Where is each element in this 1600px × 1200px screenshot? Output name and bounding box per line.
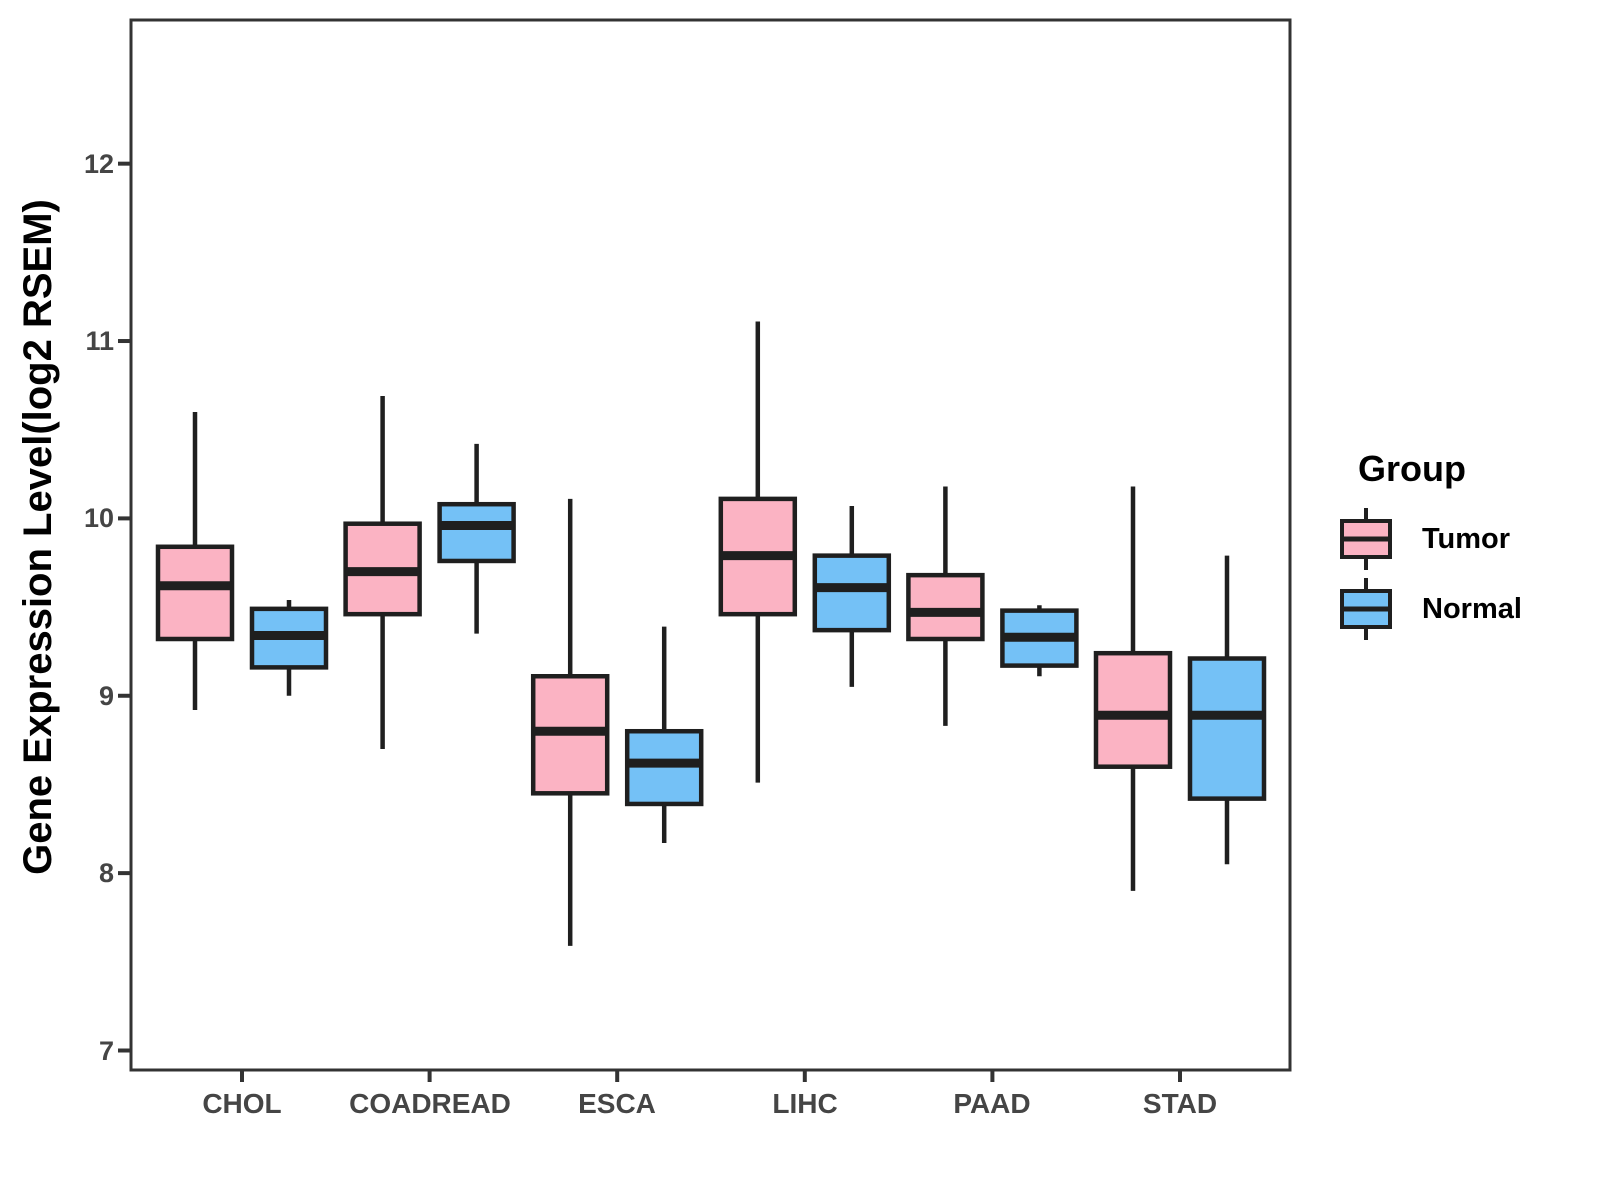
x-tick-label-coadread: COADREAD <box>349 1088 511 1119</box>
tumor-box-stad <box>1093 650 1173 769</box>
x-tick-label-paad: PAAD <box>953 1088 1031 1119</box>
y-tick-label: 9 <box>98 681 114 711</box>
legend-title: Group <box>1358 448 1466 489</box>
legend-item-tumor: Tumor <box>1338 506 1588 572</box>
panel-border <box>129 18 1292 1072</box>
legend-item-normal: Normal <box>1338 576 1588 642</box>
x-tick-label-stad: STAD <box>1142 1088 1218 1119</box>
legend: Group Tumor Normal <box>1338 448 1588 642</box>
y-tick-label: 7 <box>98 1036 114 1066</box>
y-tick-label: 8 <box>98 858 114 888</box>
x-tick-label-esca: ESCA <box>578 1088 656 1119</box>
legend-label-normal: Normal <box>1422 592 1522 625</box>
normal-box-coadread <box>437 501 516 564</box>
y-axis-title: Gene Expression Level(log2 RSEM) <box>16 199 60 875</box>
x-tick-label-chol: CHOL <box>202 1088 282 1119</box>
normal-box-stad <box>1187 656 1267 801</box>
tumor-box-chol <box>155 544 235 642</box>
tumor-boxplot-key-icon <box>1340 508 1392 570</box>
y-tick-label: 10 <box>83 503 114 533</box>
tumor-box-paad <box>906 572 985 642</box>
y-tick-label: 11 <box>85 326 114 356</box>
normal-box-lihc <box>812 553 892 633</box>
x-tick-label-lihc: LIHC <box>772 1088 838 1119</box>
y-tick-label: 12 <box>83 149 114 179</box>
normal-boxplot-key-icon <box>1340 578 1392 640</box>
legend-label-tumor: Tumor <box>1422 522 1511 555</box>
